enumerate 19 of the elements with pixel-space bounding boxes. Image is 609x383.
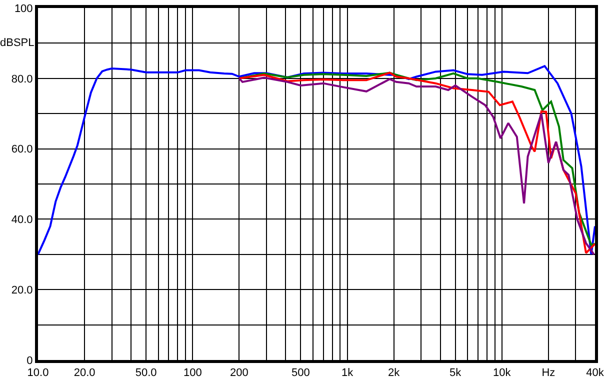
y-axis-title: dBSPL	[0, 37, 34, 49]
y-tick-label: 60.0	[11, 144, 33, 156]
x-tick-label: 10k	[493, 367, 512, 380]
x-tick-label: 100	[183, 367, 202, 380]
x-tick-label: 10.0	[27, 367, 49, 380]
x-tick-label: 1k	[341, 367, 354, 380]
x-tick-label: 200	[230, 367, 248, 380]
x-tick-label: 5k	[450, 367, 462, 380]
y-tick-label: 0	[26, 354, 33, 367]
x-tick-label: 40k	[586, 367, 604, 380]
y-tick-label: 80.0	[11, 73, 33, 86]
x-tick-label: Hz	[542, 367, 556, 380]
y-tick-label: 20.0	[11, 284, 33, 296]
x-tick-label: 500	[292, 367, 310, 380]
y-tick-label: 40.0	[11, 214, 33, 226]
y-tick-label: 100	[14, 2, 33, 15]
x-tick-label: 20.0	[74, 367, 96, 380]
x-tick-label: 50.0	[135, 367, 157, 380]
x-tick-label: 2k	[388, 367, 400, 380]
